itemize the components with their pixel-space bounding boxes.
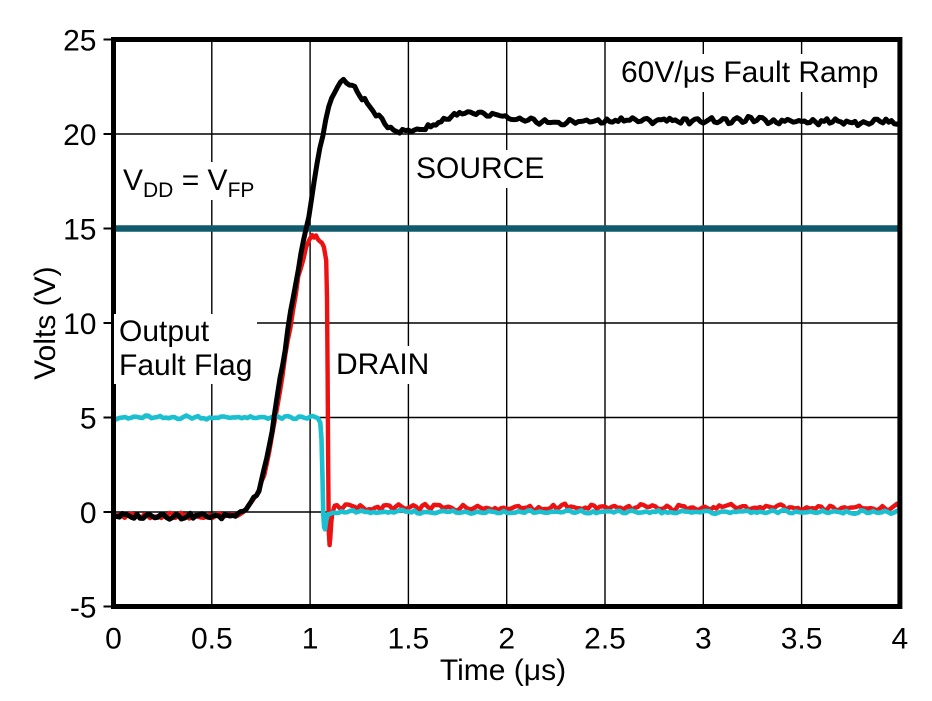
y-tick-label: 25 bbox=[63, 24, 96, 57]
output-fault-flag-line1: Output bbox=[119, 315, 210, 348]
y-tick-label: 10 bbox=[63, 308, 96, 341]
trace-fault-flag bbox=[113, 413, 901, 532]
trace-source bbox=[112, 76, 902, 522]
x-axis-title: Time (μs) bbox=[439, 654, 567, 687]
y-tick-label: 5 bbox=[80, 402, 97, 435]
output-fault-flag-label: Output Fault Flag bbox=[114, 314, 258, 384]
y-axis-title: Volts (V) bbox=[29, 266, 62, 380]
x-tick-label: 3 bbox=[695, 623, 712, 656]
x-tick-label: 1 bbox=[302, 623, 319, 656]
x-tick-label: 3.5 bbox=[781, 623, 823, 656]
x-tick-label: 2.5 bbox=[584, 623, 626, 656]
x-tick-label: 0 bbox=[105, 623, 122, 656]
vdd-equals-vfp-label: VDD = VFP bbox=[118, 162, 260, 202]
vdd-label-subscript: DD bbox=[143, 179, 174, 202]
y-tick-label: 15 bbox=[63, 213, 96, 246]
x-tick-label: 2 bbox=[498, 623, 515, 656]
x-tick-label: 1.5 bbox=[388, 623, 430, 656]
output-fault-flag-line2: Fault Flag bbox=[119, 349, 253, 382]
y-tick-label: 0 bbox=[80, 497, 97, 530]
y-tick-label: 20 bbox=[63, 119, 96, 152]
vdd-label-base: V bbox=[123, 164, 144, 197]
y-tick-label: -5 bbox=[70, 591, 97, 624]
source-trace-label: SOURCE bbox=[411, 150, 550, 188]
x-tick-label: 4 bbox=[892, 623, 909, 656]
fault-ramp-label: 60V/μs Fault Ramp bbox=[616, 54, 884, 92]
drain-trace-label: DRAIN bbox=[331, 346, 435, 384]
x-tick-label: 0.5 bbox=[191, 623, 233, 656]
vfp-label-subscript: FP bbox=[227, 179, 255, 202]
plot-border bbox=[111, 37, 903, 609]
vdd-label-mid: = V bbox=[173, 164, 228, 197]
